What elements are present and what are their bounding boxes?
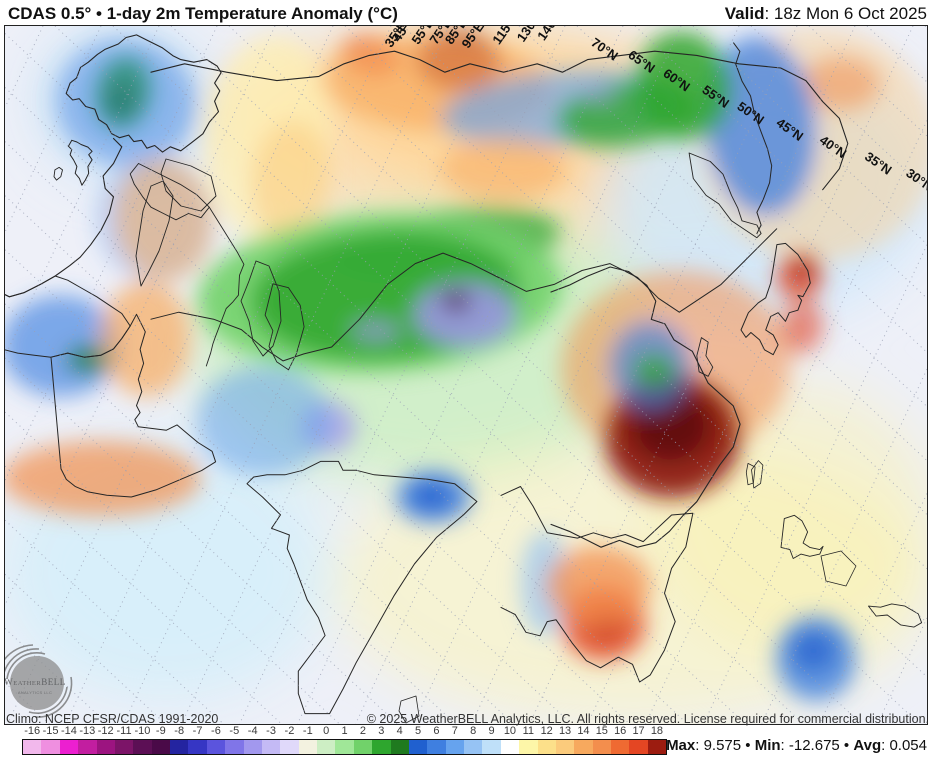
- svg-text:ANALYTICS LLC: ANALYTICS LLC: [18, 690, 52, 695]
